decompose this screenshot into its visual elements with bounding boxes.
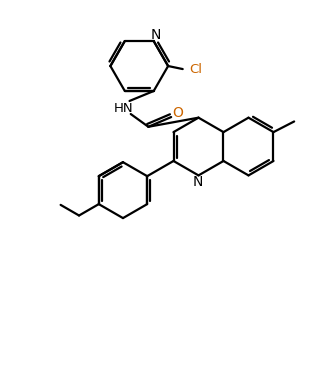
Text: O: O bbox=[172, 106, 183, 120]
Text: HN: HN bbox=[114, 102, 134, 115]
Text: N: N bbox=[193, 175, 203, 189]
Text: Cl: Cl bbox=[190, 63, 202, 75]
Text: N: N bbox=[151, 28, 161, 42]
